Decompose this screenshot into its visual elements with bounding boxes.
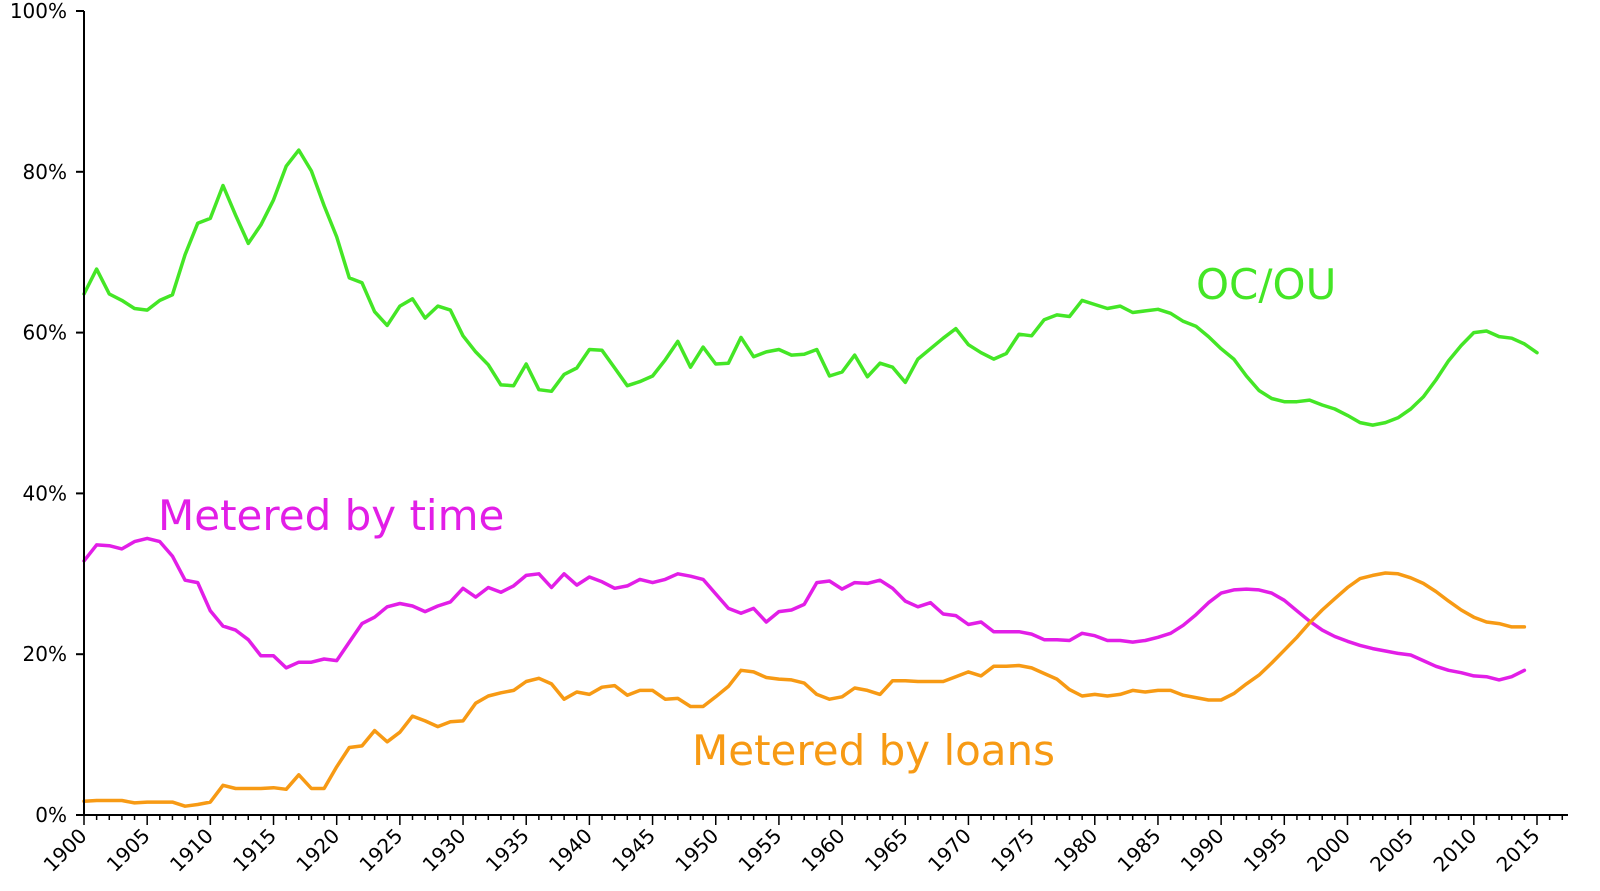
y-tick-label: 20% xyxy=(23,642,67,666)
x-tick-label: 1995 xyxy=(1239,824,1292,877)
y-ticks: 0% 20% 40% 60% 80% 100% xyxy=(10,0,84,827)
x-tick-label: 1900 xyxy=(39,824,92,877)
x-tick-label: 1910 xyxy=(165,824,218,877)
x-tick-label: 2000 xyxy=(1302,824,1355,877)
y-tick-label: 60% xyxy=(23,321,67,345)
series-labels: OC/OU Metered by time Metered by loans xyxy=(158,260,1336,775)
x-tick-label: 2010 xyxy=(1428,824,1481,877)
x-tick-label: 1905 xyxy=(102,824,155,877)
x-tick-label: 1960 xyxy=(797,824,850,877)
y-tick-label: 40% xyxy=(23,481,67,505)
x-tick-label: 2005 xyxy=(1365,824,1418,877)
x-tick-label: 1950 xyxy=(670,824,723,877)
series-line-oc-ou xyxy=(82,148,1539,427)
x-tick-label: 1985 xyxy=(1113,824,1166,877)
x-tick-label: 1935 xyxy=(481,824,534,877)
series-line-metered-by-loans xyxy=(82,571,1527,808)
x-tick-label: 1965 xyxy=(860,824,913,877)
x-tick-label: 1990 xyxy=(1176,824,1229,877)
x-tick-label: 1920 xyxy=(291,824,344,877)
x-tick-label: 1925 xyxy=(354,824,407,877)
x-tick-label: 2015 xyxy=(1492,824,1545,877)
series-label-metered-by-time: Metered by time xyxy=(158,491,504,540)
x-tick-label: 1980 xyxy=(1049,824,1102,877)
x-tick-label: 1975 xyxy=(986,824,1039,877)
x-tick-label: 1945 xyxy=(607,824,660,877)
y-tick-label: 100% xyxy=(10,0,67,23)
x-tick-label: 1970 xyxy=(923,824,976,877)
series-label-metered-by-loans: Metered by loans xyxy=(692,726,1055,775)
x-tick-label: 1915 xyxy=(228,824,281,877)
y-tick-label: 80% xyxy=(23,160,67,184)
series-layer xyxy=(82,148,1539,808)
x-tick-label: 1940 xyxy=(544,824,597,877)
y-tick-label: 0% xyxy=(35,803,67,827)
x-ticks: 1900 1905 1910 1915 1920 1925 1930 1935 1940 1945… xyxy=(39,815,1564,877)
x-tick-label: 1955 xyxy=(733,824,786,877)
series-line-metered-by-time xyxy=(82,536,1527,682)
x-tick-label: 1930 xyxy=(418,824,471,877)
series-label-oc-ou: OC/OU xyxy=(1196,260,1336,309)
